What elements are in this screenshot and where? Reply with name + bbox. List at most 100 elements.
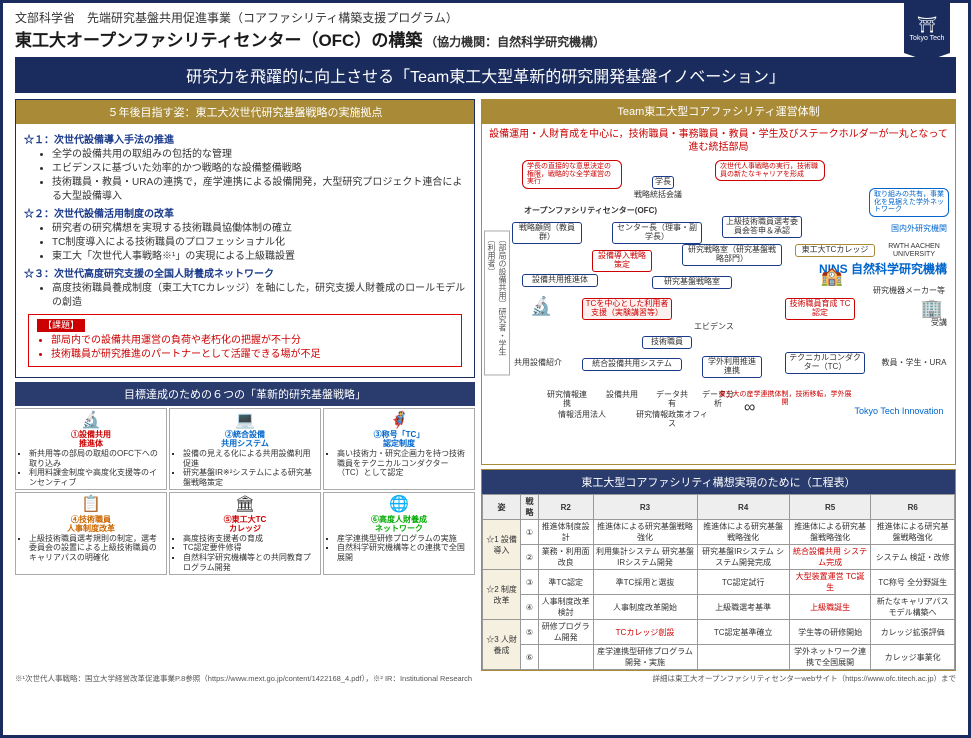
six-5-num: ⑤東工大TC — [224, 515, 267, 524]
node-tc: テクニカルコンダクター（TC） — [785, 352, 865, 374]
six-item: 高度技術支援者の育成 — [183, 534, 317, 544]
gantt-cell: ⑤ — [521, 620, 539, 645]
star-3-title: ☆３：次世代高度研究支援の全国人財養成ネットワーク — [24, 268, 466, 282]
gantt-table: 姿 戦略 R2 R3 R4 R5 R6 ☆1 設備導入①推進体制度設計推進体によ… — [482, 494, 955, 670]
star-1-bullets: 全学の設備共用の取組みの包括的な管理 エビデンスに基づいた効率的かつ戦略的な設備… — [42, 148, 466, 204]
callout-2: 次世代人事戦略の実行，技術職員の新たなキャリアを形成 — [715, 160, 825, 181]
org-diagram: 〔部局の設備共用〕研究者・学生〔利用者〕 学長の直接的な意思決定の権限，戦略的な… — [482, 158, 955, 448]
gantt-cell: 上級職誕生 — [789, 595, 871, 620]
tokyo-tech-logo: ⛩ Tokyo Tech — [904, 3, 950, 53]
gantt-cell: TCカレッジ創設 — [593, 620, 697, 645]
gantt-cell: 推進体による研究基盤戦略強化 — [697, 520, 789, 545]
gantt-cell: 大型装置運営 TC誕生 — [789, 570, 871, 595]
gantt-cell: TC認定基準確立 — [697, 620, 789, 645]
vision-head: ５年後目指す姿：東工大次世代研究基盤戦略の実施拠点 — [16, 100, 474, 124]
node-kenkyusei: 研究戦略室（研究基盤戦略部門） — [682, 244, 782, 266]
six-4-num: ④技術職員 — [71, 515, 111, 524]
six-item: 自然科学研究機構等との連携で全国展開 — [337, 543, 471, 562]
gantt-cell: 業務・利用面改良 — [538, 545, 593, 570]
gantt-cell: 人事制度改革検討 — [538, 595, 593, 620]
gantt-header-row: 姿 戦略 R2 R3 R4 R5 R6 — [483, 495, 955, 520]
node-data3: データ共有 — [652, 390, 692, 410]
clipboard-icon: 📋 — [19, 495, 163, 514]
node-komon: 戦略顧問（教員群） — [512, 222, 582, 244]
node-evidence: エビデンス — [692, 322, 736, 333]
issue-label: 【課題】 — [37, 319, 85, 332]
gantt-cell: ② — [521, 545, 539, 570]
bullet: 研究者の研究構想を実現する技術職員協働体制の確立 — [52, 222, 466, 236]
node-gakucho: 学長 — [652, 176, 674, 189]
header-coop: （協力機関：自然科学研究機構） — [425, 35, 605, 49]
six-item: 研究基盤IR※²システムによる研究基盤戦略策定 — [183, 468, 317, 487]
node-ofc: オープンファシリティセンター(OFC) — [522, 206, 659, 217]
node-shonin: 上級技術職員選考委員会答申＆承認 — [722, 216, 802, 238]
gantt-row: ☆1 設備導入①推進体制度設計推進体による研究基盤戦略強化推進体による研究基盤戦… — [483, 520, 955, 545]
globe-icon: 🌐 — [327, 495, 471, 514]
vertical-label: 〔部局の設備共用〕研究者・学生〔利用者〕 — [484, 231, 510, 376]
bullet: 全学の設備共用の取組みの包括的な管理 — [52, 148, 466, 162]
gantt-cell: ④ — [521, 595, 539, 620]
bullet: 東工大「次世代人事戦略※¹」の実現による上級職設置 — [52, 250, 466, 264]
star-2-title: ☆２：次世代設備活用制度の改革 — [24, 208, 466, 222]
hero-icon: 🦸 — [327, 411, 471, 430]
main-banner: 研究力を飛躍的に向上させる「Team東工大型革新的研究開発基盤イノベーション」 — [15, 57, 956, 93]
six-5-sub: カレッジ — [229, 524, 261, 533]
gantt-cell: TC称号 全分野誕生 — [871, 570, 955, 595]
org-caption: 設備運用・人財育成を中心に，技術職員・事務職員・教員・学生及びステークホルダーが… — [482, 124, 955, 158]
gantt-cell: TC認定試行 — [697, 570, 789, 595]
six-item: TC認定要件修得 — [183, 543, 317, 553]
gantt-rowhead: ☆2 制度改革 — [483, 570, 521, 620]
six-item: 設備の見える化による共用設備利用促進 — [183, 449, 317, 468]
oa-icon: ∞ — [742, 398, 757, 418]
gantt-col: R4 — [697, 495, 789, 520]
issue-item: 部局内での設備共用運営の負荷や老朽化の把握が不十分 — [51, 334, 453, 348]
gantt-cell: 推進体による研究基盤戦略強化 — [593, 520, 697, 545]
org-head: Team東工大型コアファシリティ運営体制 — [481, 99, 956, 123]
right-column: Team東工大型コアファシリティ運営体制 設備運用・人財育成を中心に，技術職員・… — [481, 99, 956, 671]
gantt-cell: 推進体による研究基盤戦略強化 — [789, 520, 871, 545]
gantt-row: ☆2 制度改革③準TC認定準TC採用と選抜TC認定試行大型装置運営 TC誕生TC… — [483, 570, 955, 595]
node-top: 戦略統括会議 — [632, 190, 684, 201]
gantt-col: 戦略 — [521, 495, 539, 520]
issue-list: 部局内での設備共用運営の負荷や老朽化の把握が不十分 技術職員が研究推進のパートナ… — [37, 334, 453, 362]
gantt-col: R3 — [593, 495, 697, 520]
school-icon: 🏫 — [819, 266, 845, 288]
node-college: 東工大TCカレッジ — [795, 244, 875, 257]
gantt-col: R6 — [871, 495, 955, 520]
six-head: 目標達成のための６つの「革新的研究基盤戦略」 — [15, 382, 475, 406]
node-innov: Tokyo Tech Innovation — [849, 406, 949, 418]
six-1-sub: 推進体 — [79, 439, 103, 448]
six-cell-3: 🦸 ③称号「TC」認定制度 高い技術力・研究企画力を持つ技術職員をテクニカルコン… — [323, 408, 475, 491]
microscope-icon: 🔬 — [528, 296, 554, 318]
six-cell-6: 🌐 ⑥高度人財養成ネットワーク 産学連携型研修プログラムの実施自然科学研究機構等… — [323, 492, 475, 575]
gantt-cell — [697, 645, 789, 670]
logo-text: Tokyo Tech — [910, 35, 945, 42]
org-box: 設備運用・人財育成を中心に，技術職員・事務職員・教員・学生及びステークホルダーが… — [481, 123, 956, 465]
header: 文部科学省 先端研究基盤共用促進事業（コアファシリティ構築支援プログラム） 東工… — [3, 3, 968, 51]
six-cell-5: 🏛 ⑤東工大TCカレッジ 高度技術支援者の育成TC認定要件修得自然科学研究機構等… — [169, 492, 321, 575]
node-data1: 研究情報連携 — [542, 390, 592, 410]
gantt-cell: 産学連携型研修プログラム開発・実施 — [593, 645, 697, 670]
logo-icon: ⛩ — [917, 15, 937, 35]
header-title-row: 東工大オープンファシリティセンター（OFC）の構築 （協力機関：自然科学研究機構… — [15, 26, 956, 51]
gantt-cell: 準TC認定 — [538, 570, 593, 595]
six-2-sub: 共用システム — [221, 439, 269, 448]
microscope-icon: 🔬 — [19, 411, 163, 430]
gantt-col: R5 — [789, 495, 871, 520]
header-subtitle: 文部科学省 先端研究基盤共用促進事業（コアファシリティ構築支援プログラム） — [15, 9, 956, 26]
vision-body: ☆１：次世代設備導入手法の推進 全学の設備共用の取組みの包括的な管理 エビデンス… — [16, 124, 474, 377]
six-grid: 🔬 ①設備共用推進体 新共用等の部局の取組のOFC下への取り込み利用料課金制度や… — [15, 408, 475, 576]
node-rwth: RWTH AACHEN UNIVERSITY — [879, 242, 949, 259]
gantt-head: 東工大型コアファシリティ構想実現のために（工程表） — [482, 470, 955, 494]
node-togo: 統合設備共用システム — [582, 358, 682, 371]
gantt-cell: カレッジ事業化 — [871, 645, 955, 670]
vision-box: ５年後目指す姿：東工大次世代研究基盤戦略の実施拠点 ☆１：次世代設備導入手法の推… — [15, 99, 475, 378]
gantt-col: 姿 — [483, 495, 521, 520]
callout-3: 取り組みの共有，事業化を見据えた学外ネットワーク — [869, 188, 949, 217]
gantt-cell: ③ — [521, 570, 539, 595]
six-3-sub: 認定制度 — [383, 439, 415, 448]
gantt-cell: 推進体による研究基盤戦略強化 — [871, 520, 955, 545]
bullet: エビデンスに基づいた効率的かつ戦略的な設備整備戦略 — [52, 162, 466, 176]
gantt-cell: カレッジ拡張評価 — [871, 620, 955, 645]
node-kibanshitsu: 研究基盤戦略室 — [652, 276, 732, 289]
